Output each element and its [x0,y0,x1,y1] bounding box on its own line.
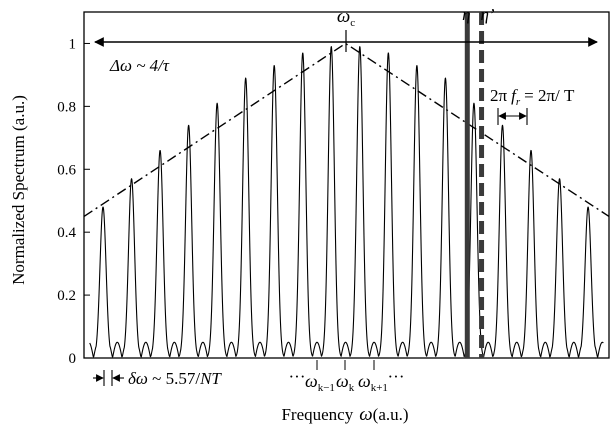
y-tick-label: 0.6 [57,162,76,178]
omega-km1-label: ωk−1 [305,371,335,394]
y-tick-label: 0.8 [57,99,76,115]
y-tick-label: 1 [69,36,77,52]
spectrum-line [89,46,604,358]
omega-c-label: ωc [337,6,355,29]
y-tick-label: 0.2 [57,288,76,304]
y-axis-ticks: 0 0.2 0.4 0.6 0.8 1 [57,36,90,367]
bandwidth-label: Δω ~ 4/τ [109,56,170,75]
plot-frame [83,11,610,359]
omega-kp1-label: ωk+1 [358,371,388,394]
omega-k-label: ωk [336,371,355,394]
y-axis-title: Normalized Spectrum (a.u.) [9,95,28,285]
ellipsis-right: ··· [388,367,405,386]
rep-rate-label: 2π fr = 2π/ T [490,86,575,108]
y-tick-label: 0 [69,351,77,367]
eta-prime-label: η’ [480,5,494,24]
envelope-curve [83,42,610,218]
eta-label: η [462,5,470,24]
y-tick-label: 0.4 [57,225,76,241]
linewidth-label: δω ~ 5.57/NT [128,369,222,388]
x-axis-title: Frequency ω(a.u.) [281,404,408,425]
ellipsis-left: ··· [289,367,306,386]
